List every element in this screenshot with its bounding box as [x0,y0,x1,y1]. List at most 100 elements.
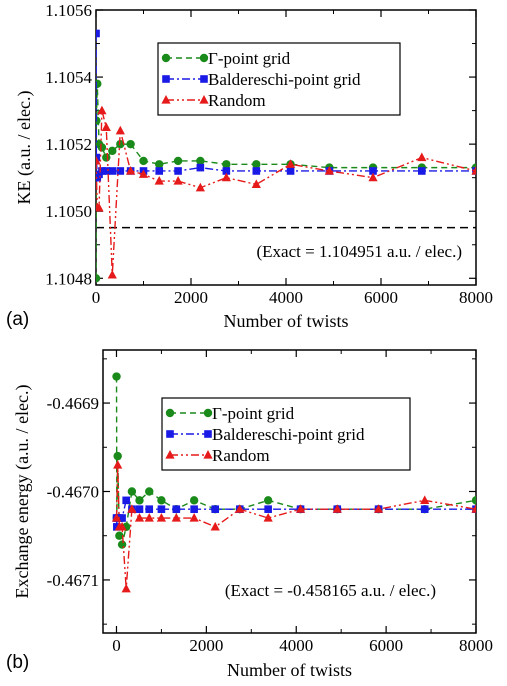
data-point [116,139,125,149]
legend-marker [203,408,213,418]
data-point [135,496,144,505]
y-axis-label: KE (a.u. / elec.) [14,91,35,205]
data-point [285,159,296,168]
x-tick-label: 6000 [369,636,403,655]
legend: Γ-point grid Baldereschi-point grid Random [157,42,401,116]
data-point [96,202,104,212]
x-axis-label: Number of twists [224,311,349,331]
data-point [174,167,182,175]
data-point [127,487,137,496]
y-tick-label: -0.4670 [47,483,99,502]
data-point [108,167,117,175]
series-triangle [96,105,476,279]
y-tick-label: 1.1048 [45,269,92,288]
data-point [126,165,136,175]
data-point [127,504,137,513]
data-point [418,167,426,175]
data-point [189,513,199,522]
data-point [107,269,117,279]
data-point [196,156,205,166]
exact-annotation: (Exact = -0.458165 a.u. / elec.) [225,581,436,600]
x-axis-label: Number of twists [227,660,352,680]
data-point [121,583,131,593]
data-point [154,176,164,185]
data-point [126,139,135,149]
y-tick-label: -0.4671 [47,571,99,590]
data-point [373,504,384,513]
legend-marker [204,430,212,438]
data-point [116,167,125,175]
data-point [324,165,334,175]
data-point [252,160,261,169]
legend-marker [199,95,209,104]
data-point [139,156,148,166]
chart-panel-b: 0 2000 4000 6000 8000 -0.4671 -0.4670 -0.4669 Nu… [6,349,493,680]
data-point [369,167,377,175]
data-point [97,143,107,152]
data-point [144,513,154,522]
data-point [112,372,121,381]
y-tick-label: -0.4669 [47,394,99,413]
data-point [115,531,124,540]
x-tick-label: 4000 [279,636,313,655]
chart-panel-a: 0 2000 4000 6000 8000 1.1048 1.1050 1.1052 1.105… [6,1,493,331]
legend-marker [161,95,171,104]
data-point [471,165,476,175]
data-point [196,163,205,172]
data-point [332,504,342,513]
data-point [97,105,107,115]
panel-label: (a) [6,309,29,330]
data-point [113,459,123,469]
legend-entry-label: Baldereschi-point grid [208,70,361,89]
data-point [96,116,101,125]
data-point [157,505,166,513]
x-tick-label: 8000 [459,288,493,307]
legend-marker [165,450,175,459]
legend-marker [200,75,208,83]
data-point [155,167,164,175]
data-point [264,505,272,513]
legend-marker [165,408,175,418]
data-point [102,153,111,162]
x-tick-label: 2000 [189,636,223,655]
data-point [111,513,122,522]
x-tick-label: 6000 [364,288,398,307]
data-point [96,29,100,38]
data-point [171,513,181,522]
data-point [156,513,167,522]
data-point [101,122,111,131]
data-point [117,521,127,531]
x-tick-label: 0 [92,288,101,307]
data-point [286,167,295,175]
data-point [96,79,102,88]
data-point [222,167,231,175]
data-point [115,125,125,135]
x-tick-label: 4000 [269,288,303,307]
data-point [134,513,145,522]
legend-marker [162,75,170,83]
y-tick-label: 1.1054 [45,68,92,87]
series-line [115,464,476,589]
legend-marker [199,53,209,63]
data-point [155,160,164,169]
data-point [222,160,231,169]
data-point [96,155,101,165]
data-point [417,152,427,162]
data-point [98,167,106,175]
data-point [157,496,166,505]
data-point [471,496,476,505]
data-point [252,167,261,175]
y-tick-label: 1.1050 [45,202,92,221]
data-point [118,514,126,522]
legend-entry-label: Baldereschi-point grid [212,425,365,444]
legend-marker [203,450,213,459]
data-point [145,505,154,513]
data-point [173,156,183,166]
legend-marker [166,430,174,438]
legend-entry-label: Γ-point grid [208,49,291,68]
panel-label: (b) [6,652,29,673]
y-tick-label: 1.1052 [45,135,92,154]
data-point [138,169,149,178]
legend-marker [161,53,171,63]
data-point [190,505,198,513]
